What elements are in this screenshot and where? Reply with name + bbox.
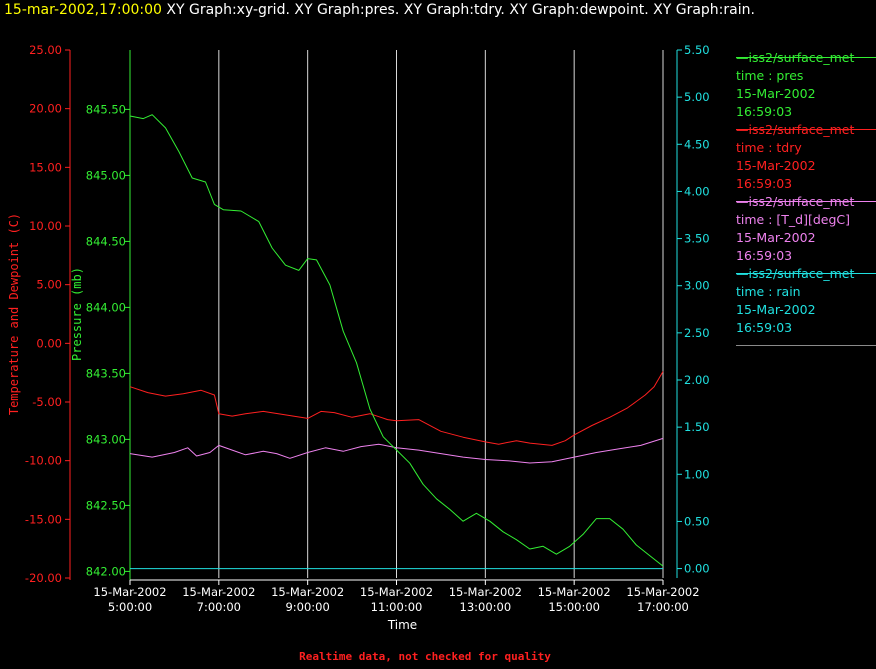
temperature-tick-label: 25.00: [29, 43, 62, 57]
time-tick-time: 15:00:00: [548, 600, 600, 614]
series-tdry-line: [129, 371, 664, 446]
temperature-tick-label: -10.00: [25, 454, 62, 468]
pressure-tick-label: 843.00: [86, 432, 126, 446]
legend-rule: [736, 201, 876, 202]
legend-source: —iss2/surface_met: [736, 122, 855, 137]
pressure-tick-label: 842.00: [86, 564, 126, 578]
legend-entry-tdry: —iss2/surface_met time : tdry 15-Mar-200…: [736, 121, 876, 193]
legend-date: 15-Mar-2002: [736, 86, 816, 101]
legend-entry-dewpoint: —iss2/surface_met time : [T_d][degC] 15-…: [736, 193, 876, 265]
series-dewpoint-line: [129, 437, 664, 464]
time-tick-date: 15-Mar-2002: [182, 585, 255, 599]
time-tick-time: 13:00:00: [460, 600, 512, 614]
temperature-tick-label: -15.00: [25, 512, 62, 526]
temperature-tick-label: 20.00: [29, 102, 62, 116]
time-tick-time: 11:00:00: [371, 600, 423, 614]
temperature-tick-label: -20.00: [25, 571, 62, 585]
time-tick-date: 15-Mar-2002: [626, 585, 699, 599]
pressure-tick-label: 842.50: [86, 498, 126, 512]
legend-time: 16:59:03: [736, 248, 793, 263]
legend-variable: time : tdry: [736, 140, 802, 155]
rain-tick-label: 1.00: [684, 467, 710, 481]
rain-tick-label: 0.50: [684, 514, 710, 528]
time-tick-date: 15-Mar-2002: [271, 585, 344, 599]
time-tick-date: 15-Mar-2002: [538, 585, 611, 599]
legend-variable: time : pres: [736, 68, 804, 83]
quality-footer: Realtime data, not checked for quality: [299, 650, 551, 663]
legend-time: 16:59:03: [736, 176, 793, 191]
rain-tick-label: 2.00: [684, 373, 710, 387]
temperature-tick-label: 5.00: [36, 278, 62, 292]
time-tick-time: 9:00:00: [285, 600, 329, 614]
temperature-tick-label: -5.00: [32, 395, 62, 409]
pressure-tick-label: 844.50: [86, 234, 126, 248]
pressure-tick-label: 843.50: [86, 366, 126, 380]
legend-entry-rain: —iss2/surface_met time : rain 15-Mar-200…: [736, 265, 876, 337]
rain-tick-label: 1.50: [684, 420, 710, 434]
time-tick-date: 15-Mar-2002: [360, 585, 433, 599]
rain-tick-label: 5.50: [684, 43, 710, 57]
legend-rule: [736, 57, 876, 58]
series-pres-line: [129, 114, 664, 567]
temperature-tick-label: 0.00: [36, 336, 62, 350]
header-timestamp: 15-mar-2002,17:00:00: [4, 2, 162, 18]
rain-tick-label: 3.00: [684, 279, 710, 293]
rain-tick-label: 2.50: [684, 326, 710, 340]
rain-tick-label: 3.50: [684, 232, 710, 246]
legend-rule: [736, 345, 876, 346]
time-tick-date: 15-Mar-2002: [93, 585, 166, 599]
header-title: XY Graph:xy-grid. XY Graph:pres. XY Grap…: [161, 2, 755, 18]
pressure-tick-label: 845.00: [86, 168, 126, 182]
temperature-axis-title: Temperature and Dewpoint (C): [7, 213, 21, 415]
legend-date: 15-Mar-2002: [736, 158, 816, 173]
rain-tick-label: 4.00: [684, 184, 710, 198]
rain-tick-label: 5.00: [684, 90, 710, 104]
temperature-tick-label: 10.00: [29, 219, 62, 233]
time-tick-date: 15-Mar-2002: [449, 585, 522, 599]
temperature-tick-label: 15.00: [29, 160, 62, 174]
legend-rule: [736, 129, 876, 130]
legend-rule: [736, 273, 876, 274]
rain-tick-label: 4.50: [684, 137, 710, 151]
legend-time: 16:59:03: [736, 104, 793, 119]
rain-tick-label: 0.00: [684, 562, 710, 576]
pressure-tick-label: 845.50: [86, 102, 126, 116]
pressure-tick-label: 844.00: [86, 300, 126, 314]
pressure-axis-title: Pressure (mb): [70, 267, 84, 361]
legend-source: —iss2/surface_met: [736, 194, 855, 209]
time-tick-time: 17:00:00: [637, 600, 689, 614]
legend-entry-pres: —iss2/surface_met time : pres 15-Mar-200…: [736, 49, 876, 121]
legend-variable: time : [T_d][degC]: [736, 212, 851, 227]
graph-header: 15-mar-2002,17:00:00 XY Graph:xy-grid. X…: [4, 2, 755, 18]
legend-time: 16:59:03: [736, 320, 793, 335]
legend-variable: time : rain: [736, 284, 801, 299]
legend-date: 15-Mar-2002: [736, 302, 816, 317]
legend-date: 15-Mar-2002: [736, 230, 816, 245]
time-tick-time: 7:00:00: [197, 600, 241, 614]
legend-source: —iss2/surface_met: [736, 50, 855, 65]
time-tick-time: 5:00:00: [108, 600, 152, 614]
legend-source: —iss2/surface_met: [736, 266, 855, 281]
time-axis-title: Time: [387, 618, 417, 632]
